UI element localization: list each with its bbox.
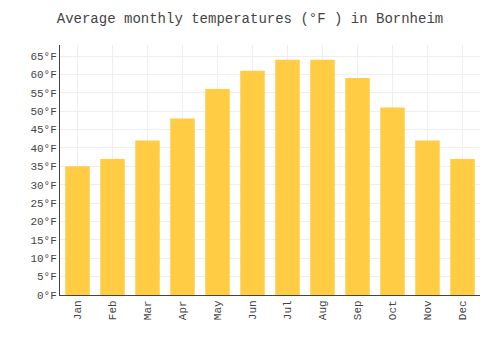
svg-text:Jul: Jul	[282, 300, 294, 320]
svg-text:Feb: Feb	[107, 300, 119, 320]
svg-text:60°F: 60°F	[30, 69, 56, 81]
svg-text:Apr: Apr	[177, 300, 189, 320]
svg-text:Nov: Nov	[422, 300, 434, 320]
svg-text:Jun: Jun	[247, 300, 259, 320]
svg-text:50°F: 50°F	[30, 106, 56, 118]
svg-text:25°F: 25°F	[30, 198, 56, 210]
svg-text:40°F: 40°F	[30, 143, 56, 155]
svg-text:Oct: Oct	[387, 300, 399, 320]
svg-text:10°F: 10°F	[30, 253, 56, 265]
svg-text:20°F: 20°F	[30, 216, 56, 228]
svg-text:Sep: Sep	[352, 300, 364, 320]
svg-text:Mar: Mar	[142, 300, 154, 320]
svg-text:55°F: 55°F	[30, 88, 56, 100]
svg-text:65°F: 65°F	[30, 51, 56, 63]
svg-text:5°F: 5°F	[37, 271, 57, 283]
svg-text:Aug: Aug	[317, 300, 329, 320]
svg-text:Average monthly temperatures (: Average monthly temperatures (°F ) in Bo…	[57, 11, 443, 27]
svg-text:Dec: Dec	[457, 300, 469, 320]
svg-text:15°F: 15°F	[30, 235, 56, 247]
svg-text:0°F: 0°F	[37, 290, 57, 302]
svg-text:30°F: 30°F	[30, 180, 56, 192]
svg-text:Jan: Jan	[72, 300, 84, 320]
svg-text:35°F: 35°F	[30, 161, 56, 173]
svg-text:May: May	[212, 300, 224, 320]
svg-text:45°F: 45°F	[30, 124, 56, 136]
